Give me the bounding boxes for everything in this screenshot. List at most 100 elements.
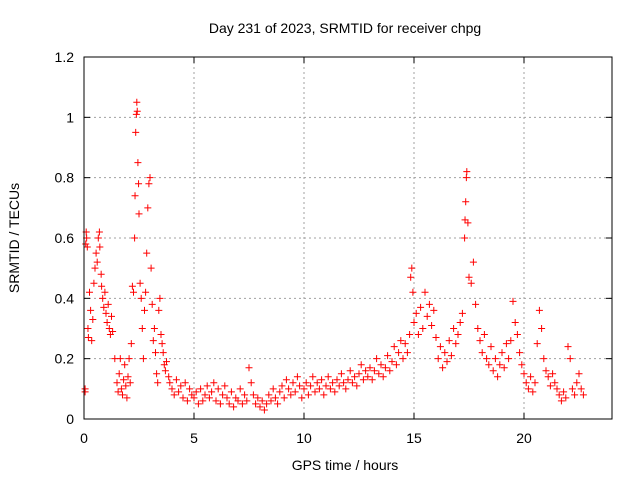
data-point xyxy=(121,361,129,369)
data-point xyxy=(529,388,537,396)
data-point xyxy=(156,294,164,302)
data-point xyxy=(258,397,266,405)
data-point xyxy=(135,180,143,188)
data-point xyxy=(469,258,477,266)
data-point xyxy=(225,400,233,408)
data-point xyxy=(125,355,133,363)
data-point xyxy=(132,128,140,136)
data-point xyxy=(153,370,161,378)
data-point xyxy=(256,403,264,411)
data-point xyxy=(87,306,95,314)
data-point xyxy=(461,234,469,242)
x-tick-label: 10 xyxy=(296,430,312,446)
data-point xyxy=(403,349,411,357)
data-point xyxy=(478,349,486,357)
axis-ticks: 0 0.2 0.4 0.6 0.8 1 1.2 0 5 10 15 20 xyxy=(55,49,612,446)
data-point xyxy=(241,391,249,399)
data-point xyxy=(102,309,110,317)
data-point xyxy=(172,376,180,384)
data-point xyxy=(181,379,189,387)
data-point xyxy=(96,243,104,251)
data-point xyxy=(205,394,213,402)
data-point xyxy=(555,391,563,399)
data-point xyxy=(309,373,317,381)
data-point xyxy=(408,264,416,272)
data-point xyxy=(557,397,565,405)
data-point xyxy=(97,270,105,278)
data-point xyxy=(315,385,323,393)
data-point xyxy=(186,385,194,393)
data-point xyxy=(320,391,328,399)
data-point xyxy=(353,382,361,390)
data-point xyxy=(289,379,297,387)
data-point xyxy=(163,358,170,366)
data-point xyxy=(276,388,284,396)
data-point xyxy=(271,394,279,402)
data-point xyxy=(101,288,109,296)
data-point xyxy=(375,370,383,378)
data-point xyxy=(340,379,348,387)
data-point xyxy=(142,288,150,296)
data-point xyxy=(81,385,89,393)
data-point xyxy=(406,331,414,339)
data-point xyxy=(127,340,135,348)
x-tick-label: 15 xyxy=(406,430,422,446)
data-point xyxy=(509,297,517,305)
data-point xyxy=(364,373,372,381)
data-point xyxy=(254,394,262,402)
grid-lines xyxy=(84,57,612,419)
data-point xyxy=(410,318,418,326)
data-point xyxy=(245,364,253,372)
data-point xyxy=(84,334,92,342)
data-point xyxy=(113,379,121,387)
data-point xyxy=(333,376,341,384)
data-point xyxy=(104,300,112,308)
data-point xyxy=(208,388,216,396)
data-point xyxy=(285,385,293,393)
data-point xyxy=(461,216,469,224)
data-point xyxy=(119,391,126,399)
data-point xyxy=(494,373,502,381)
plot-frame xyxy=(83,56,613,420)
data-point xyxy=(564,343,572,351)
data-point xyxy=(436,343,444,351)
y-tick-label: 0.2 xyxy=(55,351,75,367)
data-point xyxy=(90,279,98,287)
data-point xyxy=(483,355,491,363)
data-point xyxy=(114,388,122,396)
data-point xyxy=(527,373,535,381)
data-point xyxy=(538,325,546,332)
data-point xyxy=(234,397,242,405)
data-point xyxy=(412,309,420,317)
data-point xyxy=(500,364,508,372)
data-point xyxy=(146,174,154,182)
data-point xyxy=(337,370,345,378)
data-point xyxy=(238,400,246,408)
data-point xyxy=(89,315,97,323)
data-point xyxy=(190,394,198,402)
data-point xyxy=(368,376,376,384)
data-point xyxy=(300,385,308,393)
data-point xyxy=(131,192,139,200)
data-point xyxy=(443,358,451,366)
data-point xyxy=(175,388,183,396)
x-tick-label: 5 xyxy=(190,430,198,446)
data-point xyxy=(128,282,136,290)
data-point xyxy=(513,331,521,339)
data-point xyxy=(177,382,185,390)
data-point xyxy=(544,373,552,381)
data-point xyxy=(263,400,271,408)
data-point xyxy=(342,385,350,393)
data-point xyxy=(399,355,407,363)
data-point xyxy=(355,370,363,378)
data-point xyxy=(130,288,137,296)
data-point xyxy=(485,361,493,369)
data-point xyxy=(158,340,166,348)
data-point xyxy=(465,273,473,281)
data-point xyxy=(91,264,99,272)
data-point xyxy=(135,210,143,218)
x-axis-label: GPS time / hours xyxy=(292,457,399,473)
data-point xyxy=(487,343,495,351)
data-point xyxy=(274,400,282,408)
data-point xyxy=(161,367,169,375)
